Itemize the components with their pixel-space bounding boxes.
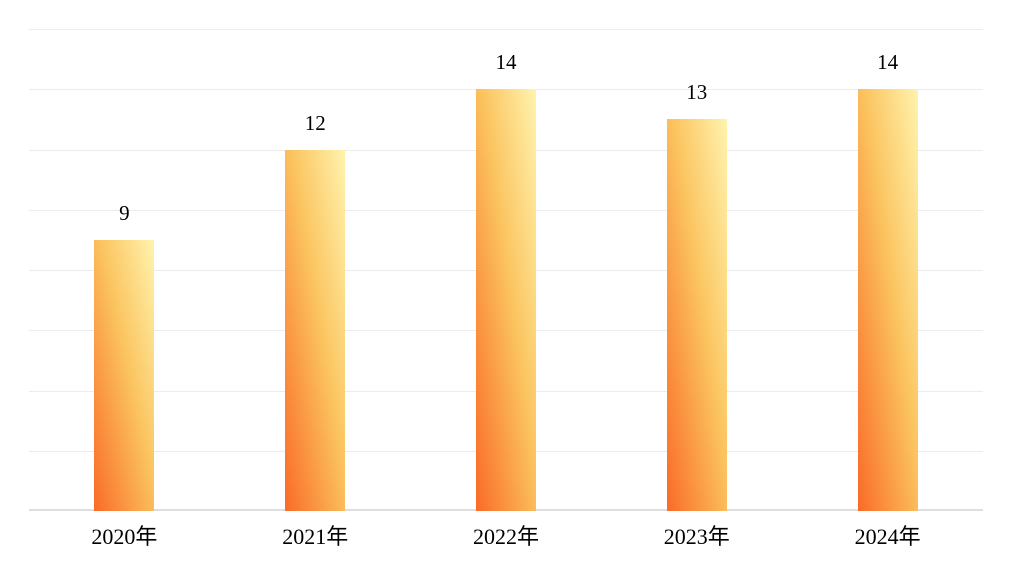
x-axis-label-2023: 2023年	[663, 524, 730, 549]
bar-column-2024: 14	[792, 29, 983, 511]
bar-2020	[94, 239, 155, 511]
bar-2024	[857, 89, 918, 511]
gridline-y-16	[29, 29, 983, 30]
value-label-2021: 12	[304, 110, 326, 135]
bar-column-2023: 13	[601, 29, 792, 511]
x-axis-label-2021: 2021年	[282, 524, 349, 549]
bar-2022	[475, 89, 536, 511]
bar-column-2020: 9	[29, 29, 220, 511]
value-label-2022: 14	[495, 50, 517, 75]
value-label-2020: 9	[119, 200, 130, 225]
x-axis-label-2020: 2020年	[91, 524, 158, 549]
bar-column-2021: 12	[220, 29, 411, 511]
value-label-2024: 14	[877, 50, 899, 75]
bars-layer: 9 12 14 13 14	[29, 29, 983, 511]
bar-2021	[285, 149, 346, 511]
bar-column-2022: 14	[411, 29, 602, 511]
plot-area: 9 12 14 13 14	[29, 29, 983, 511]
x-axis: 2020年 2021年 2022年 2023年 2024年	[29, 513, 983, 550]
x-axis-label-2022: 2022年	[472, 524, 539, 549]
value-label-2023: 13	[686, 80, 708, 105]
x-axis-label-2024: 2024年	[854, 524, 921, 549]
bar-2023	[666, 119, 727, 511]
